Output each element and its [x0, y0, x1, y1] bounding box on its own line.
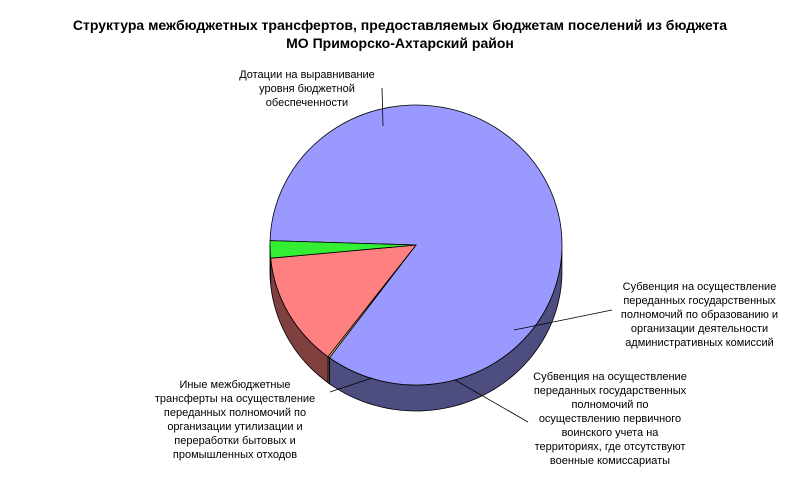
leader-lines — [329, 87, 613, 423]
leader-line-3 — [329, 377, 373, 393]
leader-line-1 — [513, 309, 613, 331]
pie-tops — [269, 104, 563, 386]
slice-3 — [269, 240, 417, 259]
slice-label-subvencia-voinsky-uchet: Субвенция на осуществление переданных го… — [533, 371, 687, 467]
leader-line-0 — [381, 87, 384, 127]
leader-line-2 — [454, 379, 529, 423]
slice-label-dotacii: Дотации на выравнивание уровня бюджетной… — [239, 69, 375, 109]
chart-title-line-2: МО Приморско-Ахтарский район — [286, 35, 514, 51]
chart-title: Структура межбюджетных трансфертов, пред… — [0, 16, 800, 52]
slice-label-subvencia-obrazovanie: Субвенция на осуществление переданных го… — [620, 281, 779, 349]
slice-2 — [270, 244, 417, 358]
slice-label-inye-transferty: Иные межбюджетные трансферты на осуществ… — [154, 379, 316, 461]
chart-title-line-1: Структура межбюджетных трансфертов, пред… — [72, 17, 728, 33]
